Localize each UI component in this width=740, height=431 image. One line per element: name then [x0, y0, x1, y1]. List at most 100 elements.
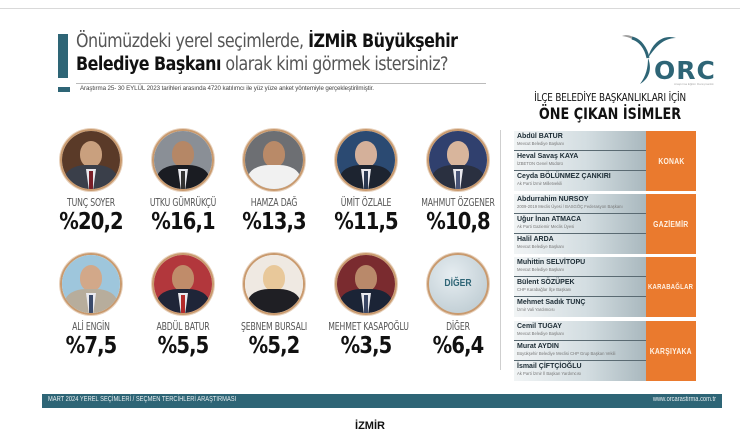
- person-row: Heval Savaş KAYA İZBETON Genel Müdürü: [514, 151, 646, 171]
- footer-survey-title: MART 2024 YEREL SEÇİMLERİ / SEÇMEN TERCİ…: [48, 396, 237, 403]
- logo-text: ORC: [654, 56, 716, 85]
- candidate-name: ABDÜL BATUR: [156, 321, 210, 333]
- person-name: Bülent SÖZÜPEK: [517, 279, 575, 286]
- person-name: İsmail ÇİFTÇİOĞLU: [517, 363, 582, 370]
- candidate-percent: %6,4: [432, 333, 485, 359]
- person-name: Abdül BATUR: [517, 133, 563, 140]
- person-title: 2009-2019 Meclis Üyesi / BASGÖÇ Federasy…: [517, 204, 623, 209]
- district-group-konak: Abdül BATUR Mevcut Belediye Başkanı Heval…: [514, 131, 699, 191]
- district-group-karabaglar: Muhittin SELVİTOPU Mevcut Belediye Başkan…: [514, 257, 699, 317]
- image-caption: İZMİR: [355, 420, 385, 431]
- person-title: Ak Parti İzmir İl Başkan Yardımcısı: [517, 371, 582, 376]
- candidate-card: ÜMİT ÖZLALE %11,5: [320, 129, 412, 235]
- candidate-card: MAHMUT ÖZGENER %10,8: [412, 129, 504, 235]
- person-title: Mevcut Belediye Başkanı: [517, 331, 565, 336]
- district-group-gaziemir: Abdurrahim NURSOY 2009-2019 Meclis Üyesi …: [514, 194, 699, 254]
- subtitle-chip: [58, 87, 70, 92]
- footer-bar: MART 2024 YEREL SEÇİMLERİ / SEÇMEN TERCİ…: [42, 394, 722, 408]
- title-text-2: olarak kimi görmek istersiniz?: [220, 54, 448, 75]
- candidate-name: ŞEBNEM BURSALI: [240, 321, 308, 333]
- person-title: Mevcut Belediye Başkanı: [517, 244, 565, 249]
- district-name: KARŞIYAKA: [649, 346, 693, 356]
- person-title: Mevcut Belediye Başkanı: [517, 141, 565, 146]
- person-title: Mevcut Belediye Başkanı: [517, 267, 565, 272]
- district-label: GAZİEMİR: [646, 194, 696, 254]
- candidate-card: MEHMET KASAPOĞLU %3,5: [320, 253, 412, 359]
- candidate-percent: %20,2: [59, 209, 123, 235]
- district-name: GAZİEMİR: [653, 219, 689, 229]
- panel-heading-big: ÖNE ÇIKAN İSİMLER: [538, 104, 682, 123]
- subtitle-divider: [76, 83, 486, 84]
- candidate-card: UTKU GÜMRÜKÇÜ %16,1: [137, 129, 229, 235]
- person-row: Halil ARDA Mevcut Belediye Başkanı: [514, 234, 646, 254]
- candidate-percent: %16,1: [151, 209, 215, 235]
- top-divider: [0, 8, 740, 9]
- person-row: Bülent SÖZÜPEK CHP Karabağlar İlçe Başkan…: [514, 277, 646, 297]
- person-title: İZBETON Genel Müdürü: [517, 161, 563, 166]
- candidate-name: MEHMET KASAPOĞLU: [328, 321, 409, 333]
- candidate-photo: [60, 129, 122, 191]
- candidate-photo: [60, 253, 122, 315]
- candidate-percent: %5,2: [248, 333, 301, 359]
- person-row: Abdül BATUR Mevcut Belediye Başkanı: [514, 131, 646, 151]
- candidate-name: MAHMUT ÖZGENER: [421, 197, 495, 209]
- orc-logo: ORC Araştırma Eğitim Danışmanlık: [618, 28, 718, 88]
- person-row: İsmail ÇİFTÇİOĞLU Ak Parti İzmir İl Başka…: [514, 361, 646, 381]
- candidate-percent: %3,5: [340, 333, 393, 359]
- person-name: Cemil TUGAY: [517, 323, 562, 330]
- title-bold-1: İZMİR Büyükşehir: [308, 31, 458, 52]
- candidate-percent: %10,8: [426, 209, 490, 235]
- person-name: Heval Savaş KAYA: [517, 153, 579, 160]
- candidate-name: ÜMİT ÖZLALE: [340, 197, 392, 209]
- candidate-photo: [243, 129, 305, 191]
- logo-tagline: Araştırma Eğitim Danışmanlık: [674, 82, 714, 86]
- other-badge-label: DİĞER: [444, 277, 472, 289]
- district-label: KARABAĞLAR: [646, 257, 696, 317]
- candidate-name: UTKU GÜMRÜKÇÜ: [149, 197, 217, 209]
- person-name: Murat AYDIN: [517, 343, 559, 350]
- person-name: Muhittin SELVİTOPU: [517, 259, 586, 266]
- district-name: KONAK: [657, 156, 685, 166]
- candidate-percent: %7,5: [65, 333, 118, 359]
- person-row: Muhittin SELVİTOPU Mevcut Belediye Başkan…: [514, 257, 646, 277]
- person-title: İzmir Vali Yardımcısı: [517, 307, 555, 312]
- title-accent-bar: [58, 34, 68, 78]
- subtitle: Araştırma 25- 30 EYLÜL 2023 tarihleri ar…: [80, 85, 374, 92]
- person-row: Abdurrahim NURSOY 2009-2019 Meclis Üyesi …: [514, 194, 646, 214]
- candidate-name: TUNÇ SOYER: [67, 197, 115, 209]
- candidate-card: ABDÜL BATUR %5,5: [137, 253, 229, 359]
- candidate-card: ALİ ENGİN %7,5: [45, 253, 137, 359]
- person-name: Halil ARDA: [517, 236, 554, 243]
- person-title: Ak Parti Gaziemir Meclis Üyesi: [517, 224, 575, 229]
- title-bold-2: Belediye Başkanı: [76, 54, 221, 75]
- candidate-card: TUNÇ SOYER %20,2: [45, 129, 137, 235]
- candidate-card-other: DİĞER DİĞER %6,4: [412, 253, 504, 359]
- person-title: Ak Parti İzmir Milletvekili: [517, 181, 563, 186]
- other-badge: DİĞER: [427, 253, 489, 315]
- footer-website-link[interactable]: www.orcarastirma.com.tr: [652, 396, 716, 403]
- person-row: Cemil TUGAY Mevcut Belediye Başkanı: [514, 321, 646, 341]
- candidate-name: HAMZA DAĞ: [250, 197, 298, 209]
- person-row: Mehmet Sadık TUNÇ İzmir Vali Yardımcısı: [514, 297, 646, 317]
- candidate-photo: [335, 129, 397, 191]
- person-title: Büyükşehir Belediye Meclisi CHP Grup Baş…: [517, 351, 616, 356]
- candidate-photo: [243, 253, 305, 315]
- person-row: Ceyda BÖLÜNMEZ ÇANKIRI Ak Parti İzmir Mil…: [514, 171, 646, 191]
- orc-logo-icon: [622, 35, 676, 84]
- person-name: Uğur İnan ATMACA: [517, 216, 582, 223]
- candidate-card: ŞEBNEM BURSALI %5,2: [228, 253, 320, 359]
- vertical-divider: [500, 130, 501, 370]
- candidate-photo: [335, 253, 397, 315]
- person-row: Murat AYDIN Büyükşehir Belediye Meclisi C…: [514, 341, 646, 361]
- person-name: Mehmet Sadık TUNÇ: [517, 299, 586, 306]
- candidate-percent: %5,5: [157, 333, 210, 359]
- candidate-photo: [152, 253, 214, 315]
- candidate-name: DİĞER: [446, 321, 470, 333]
- candidate-photo: [427, 129, 489, 191]
- candidate-photo: [152, 129, 214, 191]
- candidate-card: HAMZA DAĞ %13,3: [228, 129, 320, 235]
- panel-heading-small: İLÇE BELEDİYE BAŞKANLIKLARI İÇİN: [534, 91, 686, 104]
- district-group-karsiyaka: Cemil TUGAY Mevcut Belediye Başkanı Murat…: [514, 321, 699, 381]
- page-title: Önümüzdeki yerel seçimlerde, İZMİR Büyük…: [76, 30, 458, 76]
